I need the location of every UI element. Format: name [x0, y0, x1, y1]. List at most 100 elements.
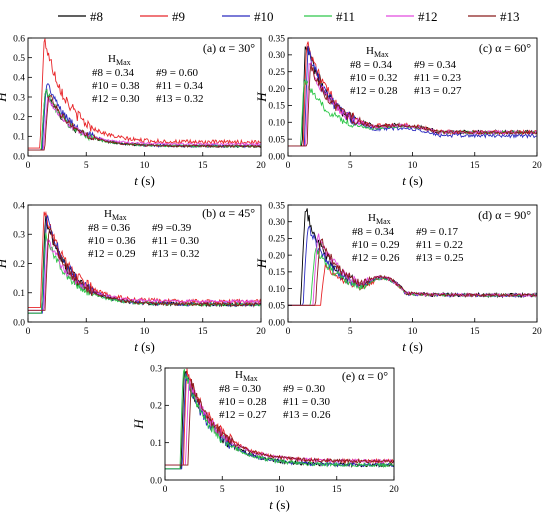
hmax-value-b-2: #10 = 0.36	[88, 235, 136, 247]
y-tick-label-a-3: 0.3	[13, 93, 25, 103]
panel-label-e: (e) α = 0°	[342, 369, 388, 383]
y-tick-label-d-3: 0.15	[268, 268, 285, 278]
y-axis-label-b: H	[0, 258, 9, 269]
hmax-value-e-0: #8 = 0.30	[219, 383, 261, 395]
y-tick-label-a-6: 0.6	[13, 34, 25, 44]
panel-label-b: (b) α = 45°	[202, 206, 255, 220]
y-tick-label-b-2: 0.2	[13, 260, 25, 270]
x-tick-label-e-2: 10	[275, 485, 285, 495]
plot-frame-c	[287, 37, 538, 157]
x-axis-label-d: t (s)	[402, 339, 423, 354]
y-tick-label-d-7: 0.35	[268, 201, 285, 211]
hmax-value-d-4: #12 = 0.26	[352, 252, 400, 264]
legend-label-9: #9	[172, 9, 185, 24]
series-line-d-13	[288, 238, 537, 306]
hmax-value-a-0: #8 = 0.34	[92, 67, 134, 79]
x-tick-label-d-2: 10	[408, 327, 418, 337]
hmax-title-e: HMax	[235, 369, 258, 383]
panel-b: 0 5 10 15 20 0.0 0.1 0.2 0.3 0.4 t (s) H (b) α = 45°…	[0, 201, 266, 354]
x-tick-label-c-2: 10	[408, 161, 418, 171]
x-tick-label-a-4: 20	[256, 161, 266, 171]
hmax-value-b-1: #9 =0.39	[152, 222, 192, 234]
x-tick-label-d-1: 5	[348, 327, 353, 337]
series-line-e-8	[165, 370, 394, 470]
x-tick-label-c-3: 15	[470, 161, 480, 171]
series-group-d	[288, 208, 537, 306]
series-line-e-13	[165, 378, 394, 466]
hmax-value-a-3: #11 = 0.34	[156, 80, 204, 92]
series-line-d-8	[288, 208, 537, 306]
hmax-value-e-3: #11 = 0.30	[283, 396, 331, 408]
panel-label-a: (a) α = 30°	[203, 41, 255, 55]
hmax-value-b-0: #8 = 0.36	[88, 222, 130, 234]
panel-label-c: (c) α = 60°	[479, 41, 531, 55]
y-tick-label-b-1: 0.1	[13, 289, 25, 299]
series-line-a-9	[28, 38, 261, 149]
hmax-value-d-5: #13 = 0.25	[416, 252, 464, 264]
y-axis-label-c: H	[254, 92, 269, 103]
panel-a: 0 5 10 15 20 0.0 0.1 0.2 0.3 0.4 0.5 0.6 t (s) H (a) α…	[0, 34, 266, 188]
y-tick-label-d-4: 0.20	[268, 251, 285, 261]
series-group-c	[288, 41, 537, 147]
y-axis-label-e: H	[131, 419, 146, 430]
hmax-value-d-2: #10 = 0.29	[352, 239, 400, 251]
series-line-e-9	[165, 368, 394, 466]
hmax-value-d-0: #8 = 0.34	[352, 226, 394, 238]
legend: #8 #9 #10 #11 #12 #13	[58, 9, 520, 24]
x-tick-label-e-0: 0	[163, 485, 168, 495]
y-tick-label-c-2: 0.10	[268, 119, 285, 129]
series-line-e-11	[165, 369, 394, 470]
x-tick-label-d-0: 0	[286, 327, 291, 337]
series-line-a-10	[28, 83, 261, 151]
panel-d: 0 5 10 15 200.000.050.100.150.200.250.300.35…	[254, 201, 542, 354]
series-line-a-13	[28, 94, 261, 151]
hmax-value-e-2: #10 = 0.28	[219, 396, 267, 408]
x-tick-label-c-4: 20	[532, 161, 542, 171]
hmax-title-a: HMax	[108, 53, 131, 67]
hmax-value-e-5: #13 = 0.26	[283, 409, 331, 421]
hmax-title-b: HMax	[104, 208, 127, 222]
hmax-value-c-2: #10 = 0.32	[350, 72, 397, 84]
x-tick-label-b-1: 5	[84, 327, 89, 337]
series-group-e	[165, 368, 394, 470]
panel-e: 0 5 10 15 20 0.0 0.1 0.2 0.3 t (s) H (e) α = 0° HMax…	[131, 364, 399, 512]
x-tick-label-b-2: 10	[140, 327, 150, 337]
y-tick-label-c-4: 0.20	[268, 85, 285, 95]
series-line-c-12	[288, 61, 537, 147]
hmax-value-c-4: #12 = 0.28	[350, 85, 398, 97]
y-tick-label-c-0: 0.00	[268, 152, 285, 162]
x-tick-label-b-4: 20	[256, 327, 266, 337]
hmax-value-d-3: #11 = 0.22	[416, 239, 463, 251]
hmax-value-b-5: #13 = 0.32	[152, 248, 199, 260]
x-axis-label-a: t (s)	[134, 173, 155, 188]
y-axis-label-d: H	[254, 258, 269, 269]
panel-label-d: (d) α = 90°	[478, 208, 531, 222]
y-tick-label-d-0: 0.00	[268, 318, 285, 328]
y-tick-label-d-5: 0.25	[268, 235, 285, 245]
x-tick-label-a-3: 15	[198, 161, 208, 171]
y-tick-label-b-4: 0.4	[13, 201, 25, 211]
series-line-b-9	[28, 210, 261, 308]
y-tick-label-d-6: 0.30	[268, 218, 285, 228]
y-tick-label-a-5: 0.5	[13, 54, 25, 64]
x-tick-label-e-1: 5	[220, 485, 225, 495]
series-line-d-9	[288, 263, 537, 306]
y-tick-label-c-3: 0.15	[268, 102, 285, 112]
legend-label-12: #12	[418, 9, 438, 24]
legend-label-10: #10	[254, 9, 274, 24]
x-axis-label-b: t (s)	[134, 339, 155, 354]
x-tick-label-a-2: 10	[140, 161, 150, 171]
x-tick-label-b-0: 0	[26, 327, 31, 337]
y-tick-label-b-0: 0.0	[13, 318, 25, 328]
series-line-c-13	[288, 63, 537, 147]
y-tick-label-c-1: 0.05	[268, 135, 285, 145]
series-group-b	[28, 210, 261, 314]
y-tick-label-c-5: 0.25	[268, 68, 285, 78]
y-tick-label-a-1: 0.1	[13, 133, 25, 143]
y-tick-label-a-4: 0.4	[13, 74, 25, 84]
series-line-e-12	[165, 380, 394, 466]
y-tick-label-b-3: 0.3	[13, 231, 25, 241]
hmax-value-a-4: #12 = 0.30	[92, 93, 140, 105]
x-axis-label-c: t (s)	[402, 173, 423, 188]
